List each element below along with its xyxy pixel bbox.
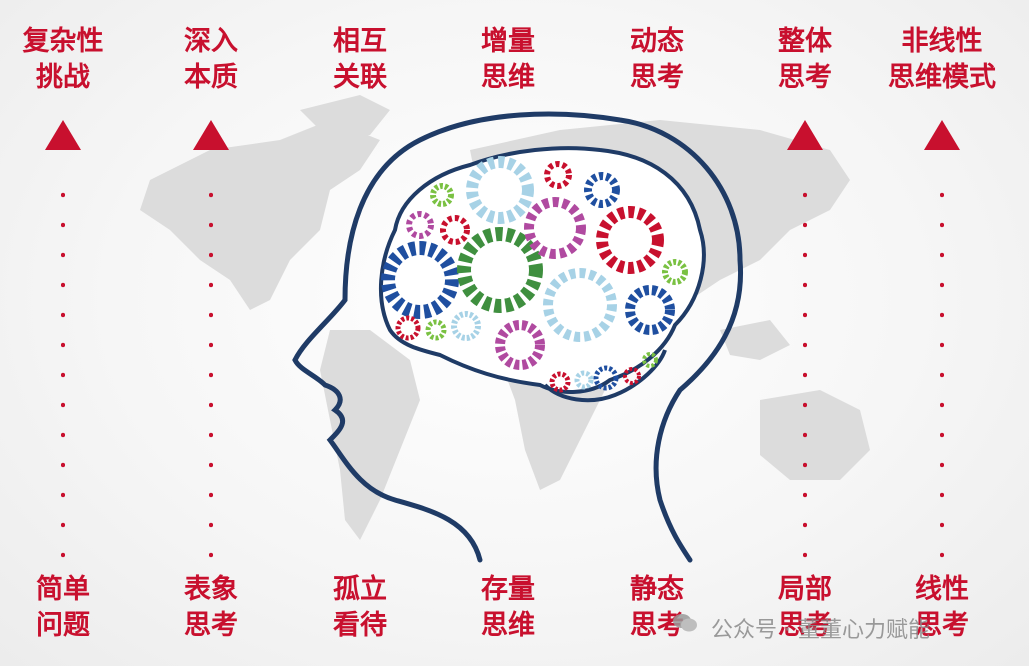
bottom-label-line: 思考 bbox=[778, 610, 832, 641]
top-label-1: 复杂性 挑战 bbox=[23, 24, 104, 96]
top-label-line: 复杂性 bbox=[22, 26, 104, 57]
bottom-label-5: 静态 思考 bbox=[630, 572, 684, 644]
bottom-label-line: 简单 bbox=[36, 574, 90, 605]
top-label-line: 整体 bbox=[778, 26, 832, 57]
bottom-label-7: 线性 思考 bbox=[915, 572, 969, 644]
up-arrow-icon bbox=[787, 120, 823, 150]
bottom-label-line: 问题 bbox=[36, 610, 90, 641]
bottom-label-1: 简单 问题 bbox=[36, 572, 90, 644]
bottom-label-line: 局部 bbox=[778, 574, 832, 605]
bottom-label-line: 存量 bbox=[481, 574, 535, 605]
dotted-line bbox=[803, 180, 807, 560]
top-label-line: 思考 bbox=[630, 62, 684, 93]
dotted-line bbox=[940, 180, 944, 560]
bottom-label-line: 线性 bbox=[915, 574, 969, 605]
wechat-icon bbox=[672, 614, 698, 641]
top-label-2: 深入 本质 bbox=[184, 24, 238, 96]
top-label-5: 动态 思考 bbox=[630, 24, 684, 96]
top-label-line: 非线性 bbox=[901, 26, 983, 57]
bottom-label-line: 思考 bbox=[630, 610, 684, 641]
up-arrow-icon bbox=[45, 120, 81, 150]
top-label-line: 本质 bbox=[184, 62, 238, 93]
dotted-line bbox=[61, 180, 65, 560]
bottom-label-3: 孤立 看待 bbox=[333, 572, 387, 644]
gears-icon-group bbox=[381, 156, 688, 393]
top-label-line: 挑战 bbox=[36, 62, 90, 93]
bottom-label-line: 孤立 bbox=[333, 574, 387, 605]
top-label-line: 深入 bbox=[184, 26, 238, 57]
top-label-line: 动态 bbox=[630, 26, 684, 57]
top-label-line: 相互 bbox=[333, 26, 387, 57]
watermark: 公众号 · 董董心力赋能 bbox=[672, 612, 930, 644]
bottom-label-2: 表象 思考 bbox=[184, 572, 238, 644]
watermark-text: 公众号 · 董董心力赋能 bbox=[711, 618, 930, 643]
up-arrow-icon bbox=[193, 120, 229, 150]
bottom-label-4: 存量 思维 bbox=[481, 572, 535, 644]
top-label-line: 思考 bbox=[778, 62, 832, 93]
top-label-6: 整体 思考 bbox=[778, 24, 832, 96]
bottom-label-6: 局部 思考 bbox=[778, 572, 832, 644]
dotted-line bbox=[209, 180, 213, 560]
bottom-label-line: 表象 bbox=[184, 574, 238, 605]
top-label-3: 相互 关联 bbox=[333, 24, 387, 96]
top-label-line: 思维模式 bbox=[888, 62, 996, 93]
top-label-7: 非线性 思维模式 bbox=[888, 24, 996, 96]
bottom-label-line: 思考 bbox=[184, 610, 238, 641]
bottom-label-line: 静态 bbox=[630, 574, 684, 605]
up-arrow-icon bbox=[924, 120, 960, 150]
top-label-4: 增量 思维 bbox=[481, 24, 535, 96]
bottom-label-line: 思考 bbox=[915, 610, 969, 641]
bottom-label-line: 看待 bbox=[333, 610, 387, 641]
top-label-line: 增量 bbox=[481, 26, 535, 57]
top-label-line: 关联 bbox=[333, 62, 387, 93]
bottom-label-line: 思维 bbox=[481, 610, 535, 641]
top-label-line: 思维 bbox=[481, 62, 535, 93]
